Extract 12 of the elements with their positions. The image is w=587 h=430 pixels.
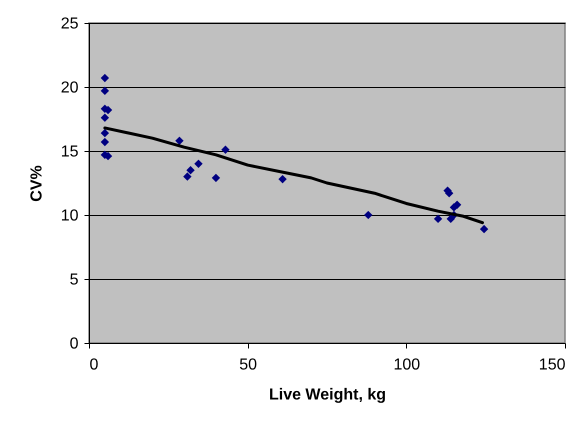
x-tick-label: 50	[239, 356, 258, 374]
y-tick-label: 0	[70, 336, 79, 352]
x-tick-label: 100	[393, 356, 420, 374]
x-tick-label: 0	[90, 356, 98, 374]
x-axis-title: Live Weight, kg	[268, 386, 386, 404]
x-tick-label: 150	[538, 356, 566, 374]
y-tick-label: 25	[60, 16, 79, 32]
y-tick-label: 20	[60, 80, 79, 96]
y-tick-label: 15	[60, 144, 79, 160]
y-tick-label: 5	[70, 272, 79, 288]
y-axis-title: CV%	[28, 165, 46, 202]
y-tick-label: 10	[60, 208, 79, 224]
